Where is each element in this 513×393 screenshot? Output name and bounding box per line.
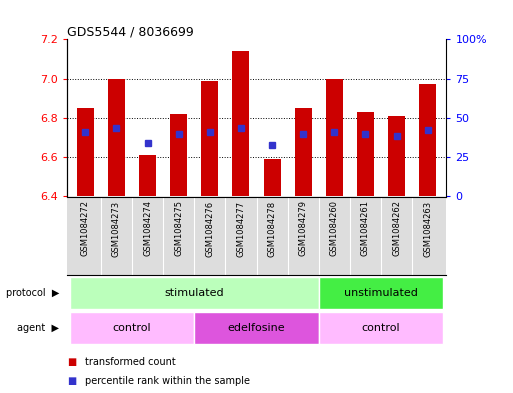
FancyBboxPatch shape — [319, 312, 443, 344]
Text: GSM1084263: GSM1084263 — [423, 200, 432, 257]
Bar — [294, 108, 312, 196]
Text: ■: ■ — [67, 357, 76, 367]
Bar — [419, 84, 436, 196]
Text: GSM1084274: GSM1084274 — [143, 200, 152, 256]
FancyBboxPatch shape — [319, 277, 443, 309]
Bar — [388, 116, 405, 196]
Bar — [357, 112, 374, 196]
Text: GSM1084261: GSM1084261 — [361, 200, 370, 256]
Bar — [139, 155, 156, 196]
Text: edelfosine: edelfosine — [228, 323, 285, 333]
Text: ■: ■ — [67, 376, 76, 386]
Text: GSM1084273: GSM1084273 — [112, 200, 121, 257]
FancyBboxPatch shape — [194, 312, 319, 344]
Text: GSM1084279: GSM1084279 — [299, 200, 308, 256]
Text: GDS5544 / 8036699: GDS5544 / 8036699 — [67, 25, 193, 38]
Text: protocol  ▶: protocol ▶ — [6, 288, 59, 298]
Text: unstimulated: unstimulated — [344, 288, 418, 298]
Text: percentile rank within the sample: percentile rank within the sample — [85, 376, 250, 386]
Text: GSM1084278: GSM1084278 — [268, 200, 277, 257]
Text: agent  ▶: agent ▶ — [17, 323, 59, 333]
Bar — [201, 81, 219, 196]
Bar — [170, 114, 187, 196]
Text: GSM1084276: GSM1084276 — [205, 200, 214, 257]
Text: transformed count: transformed count — [85, 357, 175, 367]
Text: stimulated: stimulated — [165, 288, 224, 298]
Bar — [108, 79, 125, 196]
Bar — [77, 108, 94, 196]
Text: GSM1084277: GSM1084277 — [236, 200, 245, 257]
Bar — [232, 51, 249, 196]
FancyBboxPatch shape — [70, 312, 194, 344]
Text: GSM1084272: GSM1084272 — [81, 200, 90, 256]
Text: GSM1084275: GSM1084275 — [174, 200, 183, 256]
Text: GSM1084262: GSM1084262 — [392, 200, 401, 256]
Bar — [326, 79, 343, 196]
Text: control: control — [362, 323, 400, 333]
Text: GSM1084260: GSM1084260 — [330, 200, 339, 256]
FancyBboxPatch shape — [70, 277, 319, 309]
Text: control: control — [113, 323, 151, 333]
Bar — [264, 159, 281, 196]
